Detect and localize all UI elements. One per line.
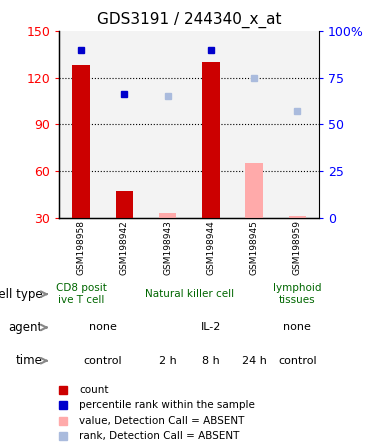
Text: rank, Detection Call = ABSENT: rank, Detection Call = ABSENT <box>79 431 240 441</box>
Text: none: none <box>89 322 116 333</box>
Title: GDS3191 / 244340_x_at: GDS3191 / 244340_x_at <box>97 12 282 28</box>
Text: CD8 posit
ive T cell: CD8 posit ive T cell <box>56 283 106 305</box>
Text: GSM198944: GSM198944 <box>206 221 215 275</box>
Text: cell type: cell type <box>0 288 43 301</box>
Bar <box>289 216 306 218</box>
Bar <box>246 163 263 218</box>
Text: time: time <box>16 354 43 367</box>
Text: GSM198942: GSM198942 <box>120 221 129 275</box>
Text: 24 h: 24 h <box>242 356 267 366</box>
Text: control: control <box>278 356 317 366</box>
Text: Natural killer cell: Natural killer cell <box>145 289 234 299</box>
Bar <box>233 31 276 218</box>
Bar <box>103 31 146 218</box>
Bar <box>189 31 233 218</box>
Bar <box>159 213 176 218</box>
Text: none: none <box>283 322 311 333</box>
Bar <box>116 191 133 218</box>
Bar <box>202 62 220 218</box>
Text: 8 h: 8 h <box>202 356 220 366</box>
Text: IL-2: IL-2 <box>201 322 221 333</box>
Text: GSM198943: GSM198943 <box>163 221 172 275</box>
Bar <box>146 31 189 218</box>
Text: GSM198958: GSM198958 <box>76 221 85 275</box>
Text: count: count <box>79 385 109 395</box>
Text: agent: agent <box>9 321 43 334</box>
Bar <box>276 31 319 218</box>
Text: 2 h: 2 h <box>159 356 177 366</box>
Text: GSM198959: GSM198959 <box>293 221 302 275</box>
Text: control: control <box>83 356 122 366</box>
Bar <box>72 65 90 218</box>
Text: percentile rank within the sample: percentile rank within the sample <box>79 400 255 410</box>
Text: value, Detection Call = ABSENT: value, Detection Call = ABSENT <box>79 416 245 426</box>
Text: GSM198945: GSM198945 <box>250 221 259 275</box>
Bar <box>59 31 103 218</box>
Text: lymphoid
tissues: lymphoid tissues <box>273 283 322 305</box>
